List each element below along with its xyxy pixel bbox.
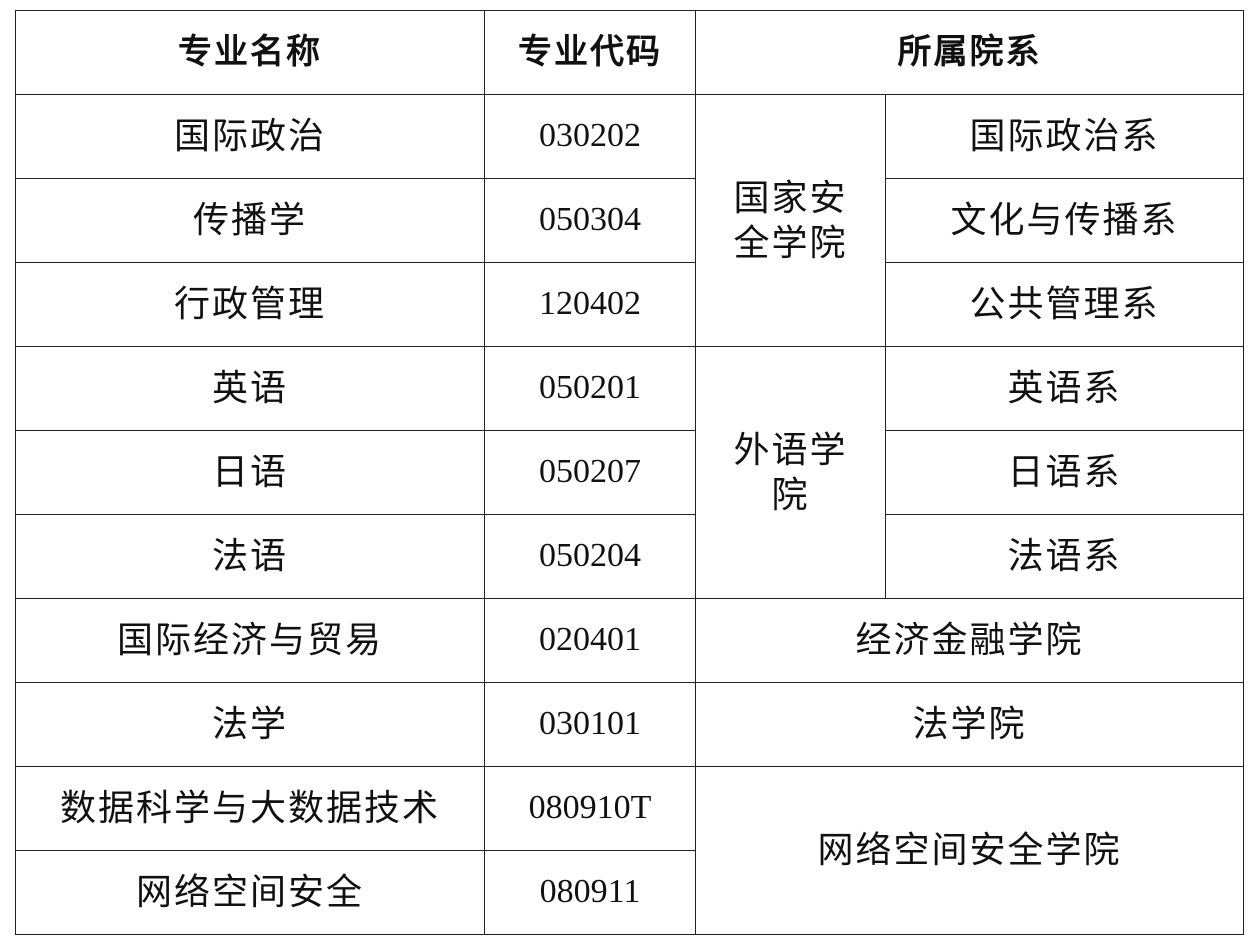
department: 文化与传播系 [885, 178, 1244, 263]
major-code: 050204 [484, 514, 696, 599]
table-row: 英语 050201 外语学院 英语系 [15, 346, 1244, 599]
major-name: 国际政治 [15, 94, 485, 179]
major-code: 050207 [484, 430, 696, 515]
table-row: 日语 050207 日语系 [15, 430, 1244, 515]
college-line: 外语学 [733, 429, 848, 470]
header-dept: 所属院系 [695, 10, 1244, 95]
table-row: 法语 050204 法语系 [15, 514, 1244, 599]
college-national-security: 国家安 全学院 [695, 94, 886, 347]
table-row: 国际经济与贸易 020401 经济金融学院 [15, 598, 1244, 683]
major-name: 国际经济与贸易 [15, 598, 485, 683]
table-row: 数据科学与大数据技术 080910T 网络空间安全学院 [15, 766, 1244, 935]
major-name: 网络空间安全 [15, 850, 485, 935]
college-line: 院 [771, 474, 810, 515]
college-economics: 经济金融学院 [695, 598, 1244, 683]
header-row: 专业名称 专业代码 所属院系 [15, 10, 1244, 95]
table-row: 行政管理 120402 公共管理系 [15, 262, 1244, 347]
header-code: 专业代码 [484, 10, 696, 95]
college-law: 法学院 [695, 682, 1244, 767]
major-code: 050304 [484, 178, 696, 263]
department: 法语系 [885, 514, 1244, 599]
major-code: 030202 [484, 94, 696, 179]
department: 日语系 [885, 430, 1244, 515]
major-code: 050201 [484, 346, 696, 431]
major-name: 行政管理 [15, 262, 485, 347]
major-name: 英语 [15, 346, 485, 431]
college-line: 全学院 [733, 222, 848, 263]
major-code: 080911 [484, 850, 696, 935]
major-code: 080910T [484, 766, 696, 851]
major-name: 数据科学与大数据技术 [15, 766, 485, 851]
major-name: 法语 [15, 514, 485, 599]
major-code: 120402 [484, 262, 696, 347]
college-cyberspace-security: 网络空间安全学院 [695, 766, 1244, 935]
department: 英语系 [885, 346, 1244, 431]
table-row: 网络空间安全 080911 [15, 850, 1244, 935]
major-name: 法学 [15, 682, 485, 767]
major-name: 传播学 [15, 178, 485, 263]
department: 公共管理系 [885, 262, 1244, 347]
table-row: 法学 030101 法学院 [15, 682, 1244, 767]
major-name: 日语 [15, 430, 485, 515]
college-foreign-languages: 外语学院 [695, 346, 886, 599]
header-name: 专业名称 [15, 10, 485, 95]
major-code: 030101 [484, 682, 696, 767]
table-row: 国际政治 030202 国家安 全学院 国际政治系 [15, 94, 1244, 347]
major-code: 020401 [484, 598, 696, 683]
majors-table: 专业名称 专业代码 所属院系 国际政治 030202 国家安 全学院 国际政治系 … [15, 10, 1244, 935]
table-row: 传播学 050304 文化与传播系 [15, 178, 1244, 263]
department: 国际政治系 [885, 94, 1244, 179]
college-line: 国家安 [733, 177, 848, 218]
